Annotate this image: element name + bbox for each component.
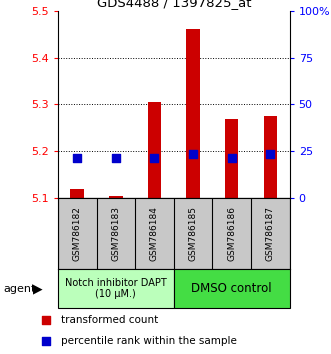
- Text: percentile rank within the sample: percentile rank within the sample: [61, 336, 237, 346]
- Point: [208, 241, 213, 247]
- Point: [268, 151, 273, 156]
- Point: [208, 48, 213, 54]
- Bar: [174, 269, 290, 308]
- Bar: [148, 102, 161, 198]
- Bar: [225, 119, 238, 198]
- Point: [74, 155, 80, 161]
- Text: GSM786184: GSM786184: [150, 206, 159, 261]
- Point: [190, 151, 196, 156]
- Text: GSM786187: GSM786187: [266, 206, 275, 261]
- Point: [229, 155, 234, 161]
- Text: transformed count: transformed count: [61, 315, 159, 325]
- Bar: [263, 116, 277, 198]
- Text: GSM786185: GSM786185: [189, 206, 198, 261]
- Bar: [71, 189, 84, 198]
- Bar: [58, 269, 174, 308]
- Point: [113, 155, 118, 161]
- Text: agent: agent: [3, 284, 36, 293]
- Text: ▶: ▶: [33, 282, 43, 295]
- Bar: [186, 29, 200, 198]
- Title: GDS4488 / 1397825_at: GDS4488 / 1397825_at: [97, 0, 251, 10]
- Text: GSM786183: GSM786183: [111, 206, 120, 261]
- Bar: [109, 196, 122, 198]
- Text: GSM786186: GSM786186: [227, 206, 236, 261]
- Text: DMSO control: DMSO control: [191, 282, 272, 295]
- Text: Notch inhibitor DAPT
(10 μM.): Notch inhibitor DAPT (10 μM.): [65, 278, 167, 299]
- Point: [152, 155, 157, 161]
- Text: GSM786182: GSM786182: [73, 206, 82, 261]
